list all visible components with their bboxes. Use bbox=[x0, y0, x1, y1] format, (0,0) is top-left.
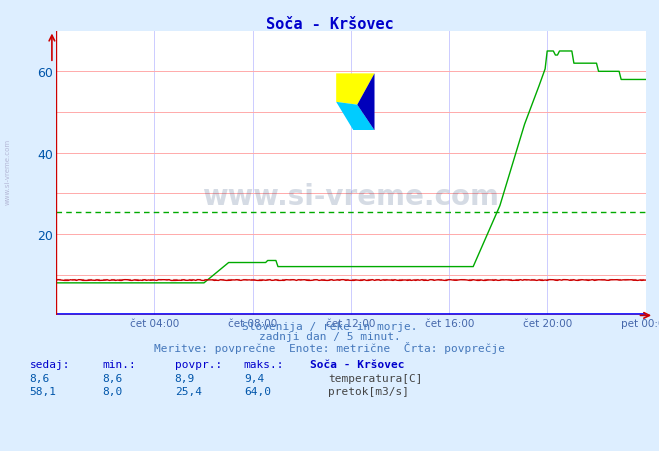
Text: temperatura[C]: temperatura[C] bbox=[328, 373, 422, 383]
Text: www.si-vreme.com: www.si-vreme.com bbox=[202, 182, 500, 210]
Text: 8,9: 8,9 bbox=[175, 373, 195, 383]
Polygon shape bbox=[357, 74, 374, 131]
Text: zadnji dan / 5 minut.: zadnji dan / 5 minut. bbox=[258, 331, 401, 341]
Text: 58,1: 58,1 bbox=[30, 387, 57, 396]
Text: www.si-vreme.com: www.si-vreme.com bbox=[5, 138, 11, 204]
Text: Meritve: povprečne  Enote: metrične  Črta: povprečje: Meritve: povprečne Enote: metrične Črta:… bbox=[154, 341, 505, 353]
Polygon shape bbox=[336, 74, 374, 106]
Text: 8,6: 8,6 bbox=[30, 373, 50, 383]
Text: 9,4: 9,4 bbox=[244, 373, 264, 383]
Text: 8,6: 8,6 bbox=[102, 373, 123, 383]
Text: sedaj:: sedaj: bbox=[30, 359, 70, 369]
Text: pretok[m3/s]: pretok[m3/s] bbox=[328, 387, 409, 396]
Text: Slovenija / reke in morje.: Slovenija / reke in morje. bbox=[242, 321, 417, 331]
Text: maks.:: maks.: bbox=[244, 359, 284, 369]
Text: Soča - Kršovec: Soča - Kršovec bbox=[310, 359, 404, 369]
Text: 25,4: 25,4 bbox=[175, 387, 202, 396]
Text: povpr.:: povpr.: bbox=[175, 359, 222, 369]
Text: min.:: min.: bbox=[102, 359, 136, 369]
Text: 8,0: 8,0 bbox=[102, 387, 123, 396]
Text: Soča - Kršovec: Soča - Kršovec bbox=[266, 17, 393, 32]
Polygon shape bbox=[336, 103, 374, 131]
Text: 64,0: 64,0 bbox=[244, 387, 271, 396]
